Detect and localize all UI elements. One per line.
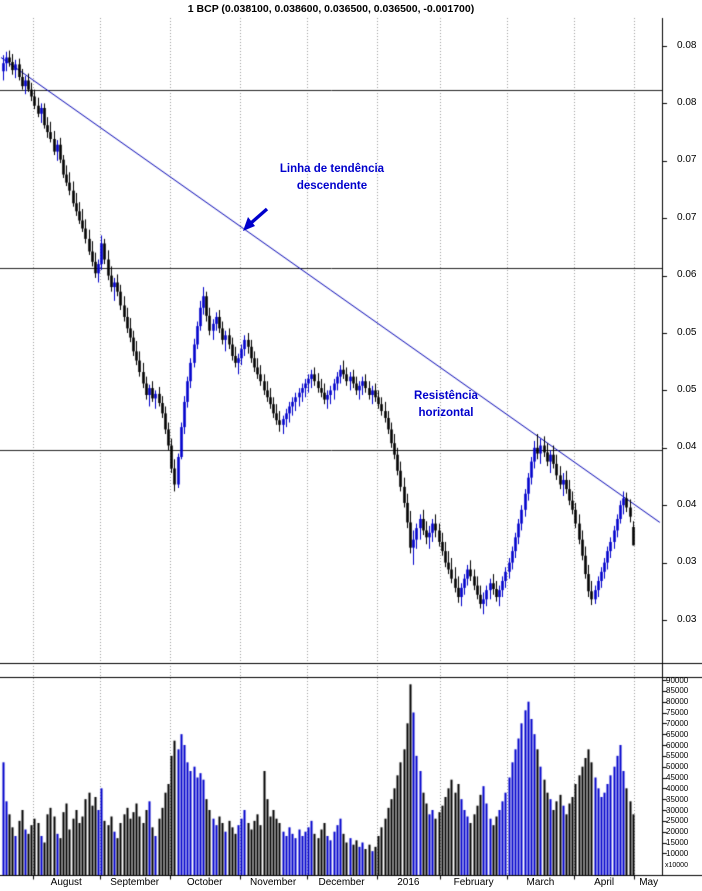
price-axis-label: 0.07 (677, 211, 697, 223)
x-axis-month-label: December (318, 877, 365, 888)
volume-axis-label: 25000 (666, 816, 689, 826)
resistance-annotation: Resistência horizontal (366, 388, 526, 422)
volume-axis-label: 55000 (666, 751, 689, 761)
price-axis-label: 0.05 (677, 383, 697, 395)
volume-axis-label: 20000 (666, 827, 689, 837)
x-axis-month-label: February (453, 877, 494, 888)
down-left-arrow-icon (243, 207, 269, 231)
x-axis-month-label: September (110, 877, 160, 888)
x-axis-month-label: March (526, 877, 555, 888)
price-axis-label: 0.03 (677, 556, 697, 568)
resistance-annotation-line2: horizontal (418, 407, 474, 419)
x-axis-month-label: 2016 (397, 877, 420, 888)
volume-axis-label: 85000 (666, 686, 689, 696)
price-axis-label: 0.08 (677, 39, 697, 51)
volume-axis-label: 60000 (666, 740, 689, 750)
trendline-annotation-line2: descendente (296, 180, 368, 192)
volume-axis-label: 80000 (666, 697, 689, 707)
price-axis-label: 0.07 (677, 154, 697, 166)
trendline-annotation: Linha de tendência descendente (237, 161, 427, 195)
volume-axis-label: 65000 (666, 729, 689, 739)
volume-axis-label: 10000 (666, 848, 689, 858)
price-axis-label: 0.04 (677, 498, 697, 510)
x-axis-month-label: November (250, 877, 297, 888)
price-axis-label: 0.04 (677, 441, 697, 453)
volume-axis-label: 75000 (666, 708, 689, 717)
price-axis-label: 0.08 (677, 96, 697, 108)
price-axis-label: 0.05 (677, 326, 697, 338)
price-axis-label: 0.06 (677, 269, 697, 281)
x-axis-month-label: October (186, 877, 223, 888)
trendline-annotation-line1: Linha de tendência (279, 163, 385, 175)
volume-axis-label: 30000 (666, 805, 689, 815)
volume-axis-label: 40000 (666, 783, 689, 793)
price-axis-label: 0.03 (677, 613, 697, 625)
volume-axis-label: 70000 (666, 718, 689, 728)
resistance-annotation-line1: Resistência (414, 390, 478, 402)
volume-axis-label: 45000 (666, 773, 689, 782)
volume-axis-label: 15000 (666, 838, 689, 847)
chart-title: 1 BCP (0.038100, 0.038600, 0.036500, 0.0… (187, 3, 475, 15)
x-axis-month-label: August (50, 877, 82, 888)
volume-axis-label: 35000 (666, 794, 689, 804)
x-axis-month-label: May (639, 877, 659, 888)
x-axis-month-label: April (594, 877, 615, 888)
volume-axis-label: 90000 (666, 675, 689, 685)
volume-axis-label: 50000 (666, 762, 689, 772)
volume-scale-note: x10000 (665, 862, 688, 869)
